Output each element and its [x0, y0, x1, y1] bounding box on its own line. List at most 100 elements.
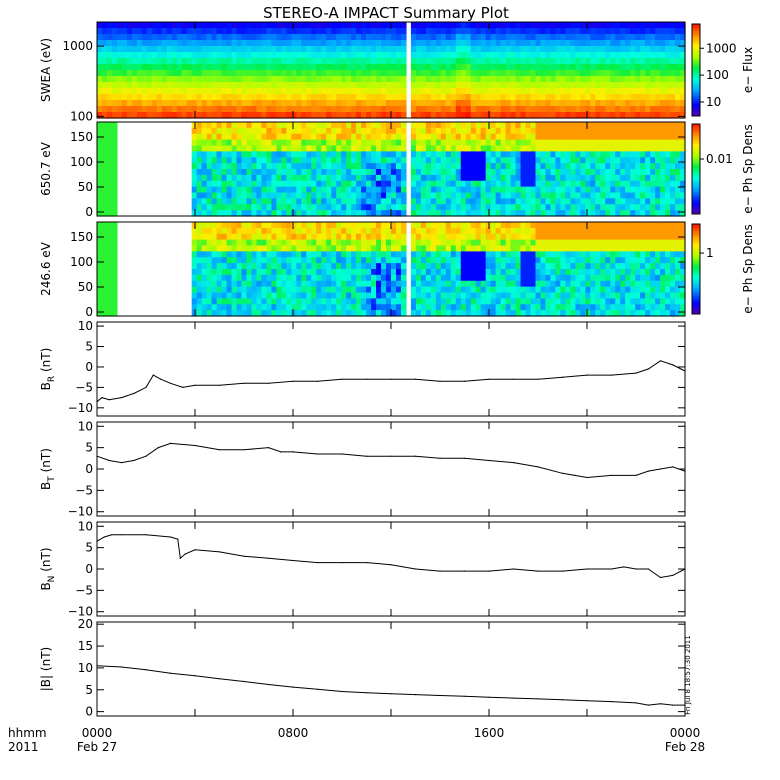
heatmap-cell [361, 286, 367, 294]
heatmap-cell [256, 94, 263, 101]
heatmap-cell [266, 139, 272, 147]
heatmap-cell [445, 139, 452, 147]
heatmap-cell [106, 169, 113, 176]
heatmap-cell [425, 106, 432, 113]
heatmap-cell [585, 263, 591, 270]
heatmap-cell [420, 180, 427, 188]
heatmap-cell [111, 122, 118, 129]
heatmap-cell [480, 169, 487, 176]
heatmap-cell [371, 251, 377, 258]
heatmap-cell [565, 127, 571, 135]
heatmap-cell [111, 106, 118, 113]
heatmap-cell [610, 133, 616, 141]
heatmap-cell [316, 186, 322, 194]
heatmap-cell [435, 210, 442, 217]
heatmap-cell [186, 52, 193, 59]
heatmap-cell [490, 157, 497, 164]
heatmap-cell [445, 94, 452, 101]
heatmap-cell [171, 46, 178, 53]
heatmap-cell [196, 292, 203, 299]
heatmap-cell [610, 169, 616, 176]
heatmap-cell [610, 210, 616, 217]
heatmap-cell [206, 233, 213, 241]
heatmap-cell [306, 263, 312, 270]
heatmap-cell [680, 58, 686, 65]
heatmap-cell [450, 145, 457, 152]
heatmap-cell [400, 186, 407, 194]
heatmap-cell [361, 64, 367, 71]
heatmap-cell [366, 251, 372, 258]
heatmap-cell [580, 88, 586, 95]
heatmap-cell [101, 82, 108, 89]
heatmap-cell [231, 169, 238, 176]
heatmap-cell [575, 169, 581, 176]
heatmap-cell [555, 251, 562, 258]
heatmap-cell [371, 157, 377, 164]
heatmap-cell [301, 274, 307, 282]
heatmap-cell [216, 310, 223, 317]
heatmap-cell [306, 163, 312, 170]
heatmap-cell [520, 174, 527, 182]
heatmap-cell [650, 210, 656, 217]
heatmap-cell [116, 100, 123, 107]
heatmap-cell [615, 64, 621, 71]
heatmap-cell [201, 198, 208, 205]
heatmap-cell [430, 274, 437, 282]
heatmap-cell [680, 145, 686, 152]
heatmap-cell [550, 70, 557, 77]
heatmap-cell [206, 157, 213, 164]
heatmap-cell [495, 52, 502, 59]
heatmap-cell [465, 58, 472, 65]
heatmap-cell [555, 239, 562, 247]
heatmap-cell [500, 127, 507, 135]
heatmap-cell [465, 180, 472, 188]
heatmap-cell [311, 46, 317, 53]
heatmap-cell [670, 169, 676, 176]
heatmap-cell [331, 210, 337, 217]
heatmap-cell [221, 100, 228, 107]
heatmap-cell [480, 286, 487, 294]
heatmap-cell [106, 174, 113, 182]
heatmap-cell [665, 112, 671, 119]
heatmap-cell [530, 292, 537, 299]
heatmap-cell [585, 257, 591, 264]
heatmap-cell [111, 133, 118, 141]
heatmap-cell [435, 106, 442, 113]
heatmap-cell [600, 163, 606, 170]
heatmap-cell [226, 263, 233, 270]
heatmap-cell [460, 245, 467, 252]
heatmap-cell [430, 280, 437, 288]
heatmap-cell [201, 310, 208, 317]
heatmap-cell [650, 157, 656, 164]
heatmap-cell [261, 274, 268, 282]
heatmap-cell [460, 310, 467, 317]
heatmap-cell [296, 100, 302, 107]
heatmap-cell [136, 22, 143, 29]
heatmap-cell [555, 157, 562, 164]
heatmap-cell [515, 257, 522, 264]
heatmap-cell [311, 174, 317, 182]
heatmap-cell [266, 88, 272, 95]
heatmap-cell [341, 304, 347, 311]
heatmap-cell [111, 304, 118, 311]
heatmap-cell [166, 64, 173, 71]
heatmap-cell [645, 64, 651, 71]
heatmap-cell [236, 251, 243, 258]
heatmap-cell [116, 94, 123, 101]
heatmap-cell [296, 127, 302, 135]
heatmap-cell [171, 40, 178, 47]
heatmap-cell [346, 157, 352, 164]
heatmap-cell [455, 257, 462, 264]
heatmap-cell [246, 233, 253, 241]
heatmap-cell [410, 22, 417, 29]
heatmap-cell [296, 64, 302, 71]
heatmap-cell [381, 274, 387, 282]
heatmap-cell [336, 157, 342, 164]
heatmap-cell [161, 76, 168, 83]
heatmap-cell [97, 222, 103, 229]
heatmap-cell [535, 94, 542, 101]
heatmap-cell [141, 88, 148, 95]
heatmap-cell [276, 70, 282, 77]
heatmap-cell [386, 133, 392, 141]
heatmap-cell [640, 122, 646, 129]
